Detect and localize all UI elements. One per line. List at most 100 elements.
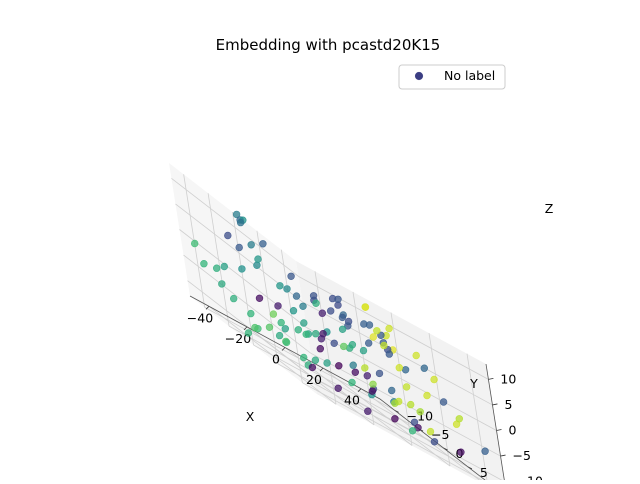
scatter-point: [327, 307, 335, 315]
scatter-point: [312, 330, 320, 338]
scatter-point: [365, 339, 373, 347]
x-tick-mark: [205, 306, 210, 310]
scatter-point: [289, 307, 298, 315]
scatter-point: [338, 325, 347, 333]
scatter-point: [455, 415, 463, 423]
scatter-point: [407, 400, 415, 409]
x-tick-label: −40: [187, 310, 213, 325]
scatter-point: [344, 322, 352, 330]
scatter-point: [213, 264, 221, 272]
y-gridline-floor: [204, 306, 395, 411]
scatter-point: [308, 363, 317, 372]
legend-frame: [398, 64, 506, 90]
scatter-point: [334, 384, 342, 392]
scatter-point: [373, 327, 381, 335]
scatter-point: [318, 309, 326, 317]
scatter-point: [481, 447, 489, 455]
x-tick-label: 20: [306, 372, 322, 387]
x-tick-label: −20: [225, 331, 251, 346]
y-gridline-floor: [228, 325, 420, 430]
scatter-point: [368, 387, 377, 395]
scatter-point: [361, 364, 369, 372]
scatter-point: [247, 241, 255, 249]
scatter-point: [191, 239, 199, 248]
y-gridline-floor: [302, 382, 491, 484]
scatter-point: [369, 333, 377, 341]
scatter-point: [230, 294, 238, 303]
scatter-point: [408, 427, 417, 435]
scatter-point: [218, 280, 226, 288]
scatter-point: [232, 210, 241, 219]
scatter-point: [312, 299, 320, 307]
z-tick-mark: [488, 377, 494, 380]
scatter-point: [282, 338, 291, 347]
x-tick-mark: [243, 326, 248, 331]
scatter-point: [385, 350, 393, 358]
scatter-point: [395, 364, 403, 372]
scatter-point: [402, 383, 411, 391]
scatter-point: [349, 361, 357, 369]
scatter-point: [299, 302, 307, 310]
z-gridline-back: [310, 352, 501, 457]
x-axis-label: X: [246, 409, 255, 424]
scatter-point: [426, 427, 435, 436]
scatter-point: [281, 325, 289, 333]
scatter-point: [388, 386, 396, 395]
scatter-point: [369, 380, 377, 388]
z-tick-mark: [492, 403, 498, 406]
scatter-point: [375, 369, 384, 378]
y-tick-label: 5: [480, 465, 488, 480]
scatter-point: [430, 438, 439, 446]
scatter-point: [335, 362, 343, 370]
scatter-point: [340, 342, 348, 351]
scatter-point: [238, 265, 246, 273]
scatter-point: [220, 262, 229, 271]
scatter-point: [330, 339, 338, 347]
scatter-point: [457, 448, 465, 456]
scatter-point: [338, 313, 347, 322]
scatter-point: [420, 364, 428, 372]
scatter-point: [283, 285, 291, 293]
scatter-point: [276, 282, 284, 290]
scatter-point: [200, 260, 208, 268]
z-gridline-back: [302, 301, 493, 406]
scatter-point: [351, 368, 359, 376]
y-axis-label: Y: [469, 376, 478, 391]
scatter-point: [259, 240, 267, 248]
scatter-point: [439, 398, 448, 406]
legend-marker: [414, 71, 424, 81]
scatter-point: [416, 408, 424, 416]
z-axis-label: Z: [545, 201, 554, 216]
scatter-point: [348, 378, 356, 387]
scatter-point: [247, 309, 255, 318]
z-tick-label: 5: [504, 397, 512, 412]
scatter-point: [253, 261, 261, 269]
z-gridline-left: [171, 178, 299, 277]
x-tick-mark: [319, 367, 324, 372]
scatter-point: [365, 321, 374, 329]
x-tick-label: 0: [272, 352, 280, 367]
scatter-point: [359, 346, 368, 355]
chart-title: Embedding with pcastd20K15: [216, 36, 441, 54]
scatter-point: [363, 372, 371, 380]
z-tick-mark: [500, 454, 506, 457]
grid-lines: [171, 174, 505, 484]
scatter-point: [236, 218, 245, 227]
x-tick-mark: [357, 388, 362, 392]
z-gridline-back: [298, 275, 489, 380]
z-tick-label: −10: [517, 474, 543, 480]
scatter-point: [361, 303, 370, 311]
scatter-point: [292, 292, 301, 300]
z-gridline-left: [183, 254, 311, 354]
scatter-point: [391, 399, 399, 407]
scatter-point: [235, 243, 243, 252]
scatter-point: [391, 415, 399, 423]
scatter-point: [423, 391, 431, 400]
x-tick-label: 40: [344, 393, 360, 408]
z-tick-label: 0: [509, 423, 517, 438]
z-tick-label: 10: [500, 371, 516, 386]
z-tick-label: −5: [513, 448, 531, 463]
data-points: [191, 210, 489, 456]
legend: No label: [398, 64, 506, 90]
